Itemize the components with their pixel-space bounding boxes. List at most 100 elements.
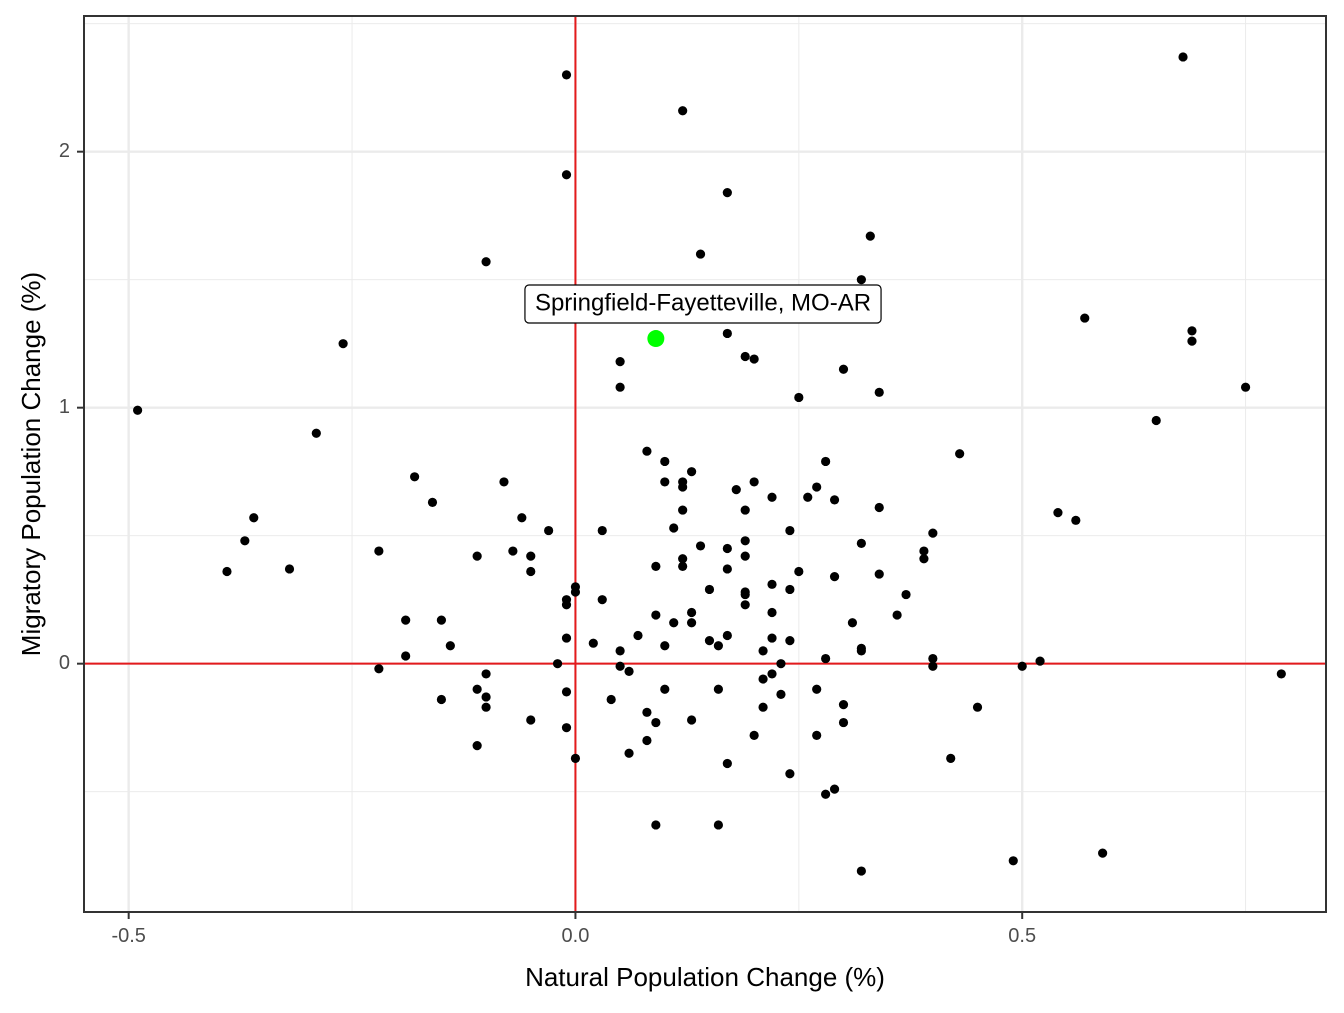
scatter-point [812,730,822,740]
scatter-point [838,700,849,710]
scatter-point [481,257,491,267]
scatter-point [785,636,795,646]
scatter-point [526,551,536,561]
scatter-point [901,589,911,600]
scatter-point [785,584,795,595]
scatter-point [436,615,447,625]
scatter-point [660,641,670,651]
scatter-point [133,405,143,415]
scatter-point [838,364,849,374]
scatter-point [758,674,768,684]
scatter-point [615,661,625,671]
scatter-point [740,351,750,362]
scatter-point [374,546,384,556]
scatter-point [713,684,724,694]
scatter-point [767,579,777,589]
scatter-point [767,492,777,502]
scatter-point [695,249,706,259]
highlight-layer: Springfield-Fayetteville, MO-AR [524,284,882,348]
scatter-point [651,717,661,728]
scatter-point [588,638,598,648]
scatter-point [919,554,929,564]
y-axis: 0 1 2 [59,140,84,674]
scatter-point [1187,326,1197,336]
scatter-point [713,820,724,830]
scatter-point [678,505,688,515]
scatter-point [240,536,250,546]
scatter-point [472,684,482,694]
scatter-point [1053,508,1063,518]
scatter-point [856,646,866,656]
highlight-label-box [524,284,882,324]
scatter-point [686,618,697,628]
scatter-point [1071,515,1081,525]
scatter-point [615,646,625,656]
scatter-point [740,536,750,546]
scatter-point [749,730,759,740]
scatter-point [749,354,759,364]
scatter-point [651,610,661,620]
scatter-point [803,492,813,502]
scatter-point [1008,856,1018,866]
scatter-point [624,666,634,676]
scatter-point [338,339,348,349]
scatter-point [427,497,438,507]
scatter-point [526,715,536,725]
scatter-point [561,633,572,643]
scatter-point [874,569,884,579]
scatter-point [552,659,563,669]
scatter-point [561,687,572,697]
scatter-point [651,561,661,572]
scatter-point [561,70,572,80]
x-axis-title: Natural Population Change (%) [525,962,885,992]
scatter-point [678,554,688,564]
scatter-point [740,589,750,600]
scatter-point [722,630,732,641]
scatter-point [686,467,697,477]
highlight-label: Springfield-Fayetteville, MO-AR [535,289,871,316]
scatter-point [704,584,715,595]
y-tick-label: 0 [59,652,70,674]
scatter-point [874,387,884,397]
scatter-point [1151,415,1161,426]
scatter-point [928,661,938,671]
scatter-point [445,641,455,651]
scatter-point [481,702,491,712]
x-tick-label: 0.5 [1008,925,1036,947]
scatter-point [838,717,849,728]
scatter-point [660,684,670,694]
scatter-point [928,653,938,664]
scatter-point [856,866,866,876]
scatter-point [856,538,866,548]
scatter-point [955,449,965,459]
scatter-point [1035,656,1045,666]
scatter-point [821,653,831,664]
scatter-point [749,477,759,487]
scatter-point [481,669,491,679]
scatter-point [660,456,670,467]
scatter-point [758,646,768,656]
y-axis-title: Migratory Population Change (%) [16,272,46,656]
scatter-point [669,523,679,533]
scatter-point [544,525,554,536]
scatter-point [829,495,840,505]
scatter-point [284,564,295,574]
scatter-point [660,477,670,487]
scatter-point [812,684,822,694]
scatter-point [829,572,840,582]
x-axis: -0.5 0.0 0.5 [111,912,1036,947]
scatter-point [776,689,786,700]
scatter-point [686,715,697,725]
scatter-point [1098,848,1108,858]
scatter-point [758,702,768,712]
scatter-point [740,600,750,610]
y-tick-label: 1 [59,396,70,418]
scatter-point [311,428,321,438]
scatter-point [651,820,661,830]
scatter-point [767,633,777,643]
scatter-point [615,357,625,367]
scatter-point [1240,382,1251,392]
scatter-point [642,446,652,456]
scatter-point [606,694,616,705]
